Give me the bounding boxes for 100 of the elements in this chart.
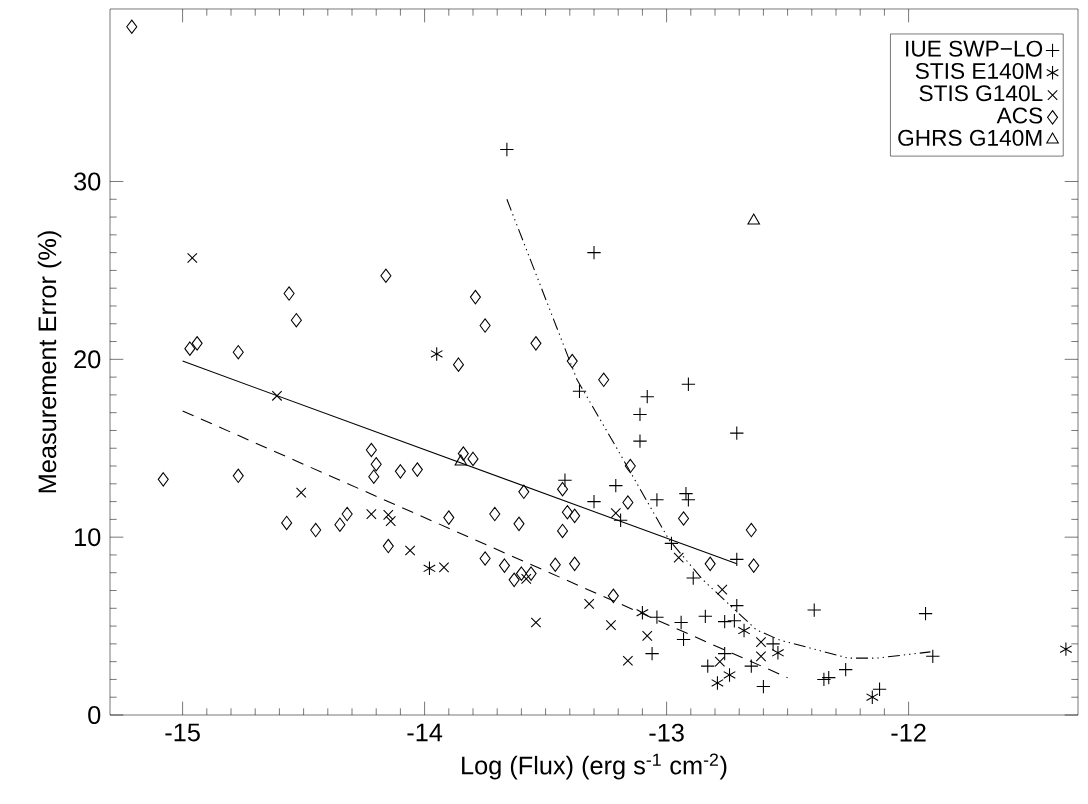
y-axis-title: Measurement Error (%)	[37, 231, 62, 493]
point	[678, 486, 694, 501]
point	[673, 552, 684, 563]
legend-label: ACS	[996, 107, 1043, 124]
point	[382, 538, 394, 554]
point	[126, 19, 138, 34]
point	[714, 656, 726, 667]
point	[729, 598, 744, 613]
y-tick-label: 30	[74, 172, 101, 191]
point	[717, 614, 732, 629]
point	[727, 613, 742, 628]
point	[607, 588, 619, 604]
point	[368, 469, 380, 484]
x-axis-title: Log (Flux) (erg s$^{-1}$ cm$^{-2}$)	[462, 753, 727, 780]
point	[281, 515, 293, 531]
y-tick-label: 20	[74, 350, 101, 369]
point	[365, 442, 377, 458]
point	[641, 630, 653, 642]
y-tick-label: 10	[75, 528, 101, 547]
point	[380, 268, 392, 283]
point	[729, 425, 744, 441]
point	[698, 609, 713, 624]
point	[664, 536, 679, 551]
point	[605, 619, 617, 631]
point	[271, 390, 283, 402]
point	[583, 598, 595, 610]
x-tick-label: -14	[407, 723, 443, 742]
legend-label: STIS G140L	[919, 85, 1043, 102]
point	[283, 286, 295, 301]
point	[383, 509, 394, 521]
point	[430, 346, 444, 362]
point	[624, 458, 636, 474]
point	[572, 384, 587, 399]
point	[479, 551, 491, 566]
point	[525, 566, 537, 581]
point	[748, 558, 760, 573]
point	[423, 561, 436, 576]
point	[370, 457, 382, 472]
point	[404, 545, 416, 556]
point	[561, 505, 573, 520]
point	[598, 372, 610, 387]
point	[586, 494, 602, 509]
point	[530, 336, 542, 351]
point	[467, 451, 479, 467]
point	[438, 562, 450, 573]
point	[644, 646, 660, 661]
point	[622, 655, 634, 667]
y-tick-label: 0	[88, 706, 101, 724]
point	[747, 213, 761, 225]
point	[918, 606, 933, 621]
point	[649, 609, 665, 625]
point	[518, 484, 530, 500]
point	[411, 462, 423, 477]
point	[622, 495, 634, 510]
point	[821, 670, 836, 685]
x-tick-label: -15	[165, 723, 200, 742]
point	[640, 389, 655, 404]
point	[632, 433, 648, 449]
point	[737, 623, 751, 638]
point	[807, 602, 822, 618]
legend-label: IUE SWP−LO	[906, 40, 1043, 57]
point	[341, 506, 353, 522]
point	[513, 516, 525, 532]
point	[508, 572, 520, 588]
point	[479, 318, 491, 333]
point	[610, 507, 622, 519]
point	[686, 570, 701, 586]
point	[872, 682, 887, 697]
point	[865, 690, 879, 705]
point	[717, 584, 728, 595]
point	[187, 252, 198, 264]
point	[1059, 641, 1073, 657]
point	[569, 556, 581, 572]
point	[454, 454, 468, 466]
point	[723, 667, 736, 683]
point	[678, 511, 690, 526]
point	[443, 510, 455, 525]
point	[191, 336, 203, 351]
legend-label: STIS E140M	[915, 62, 1042, 79]
point	[755, 651, 767, 662]
point	[530, 617, 542, 628]
point	[586, 245, 602, 260]
point	[613, 513, 628, 528]
point	[816, 672, 832, 687]
point	[557, 481, 569, 497]
point	[184, 341, 196, 356]
point	[457, 446, 469, 461]
point	[489, 506, 501, 522]
point	[745, 522, 757, 538]
point	[334, 517, 346, 532]
point	[310, 522, 322, 538]
point	[636, 605, 649, 620]
x-tick-label: -12	[891, 723, 926, 742]
point	[385, 515, 396, 527]
point	[452, 357, 465, 372]
point	[366, 508, 377, 520]
point	[549, 557, 561, 572]
point	[295, 487, 307, 498]
point	[681, 492, 696, 508]
point	[557, 473, 573, 488]
